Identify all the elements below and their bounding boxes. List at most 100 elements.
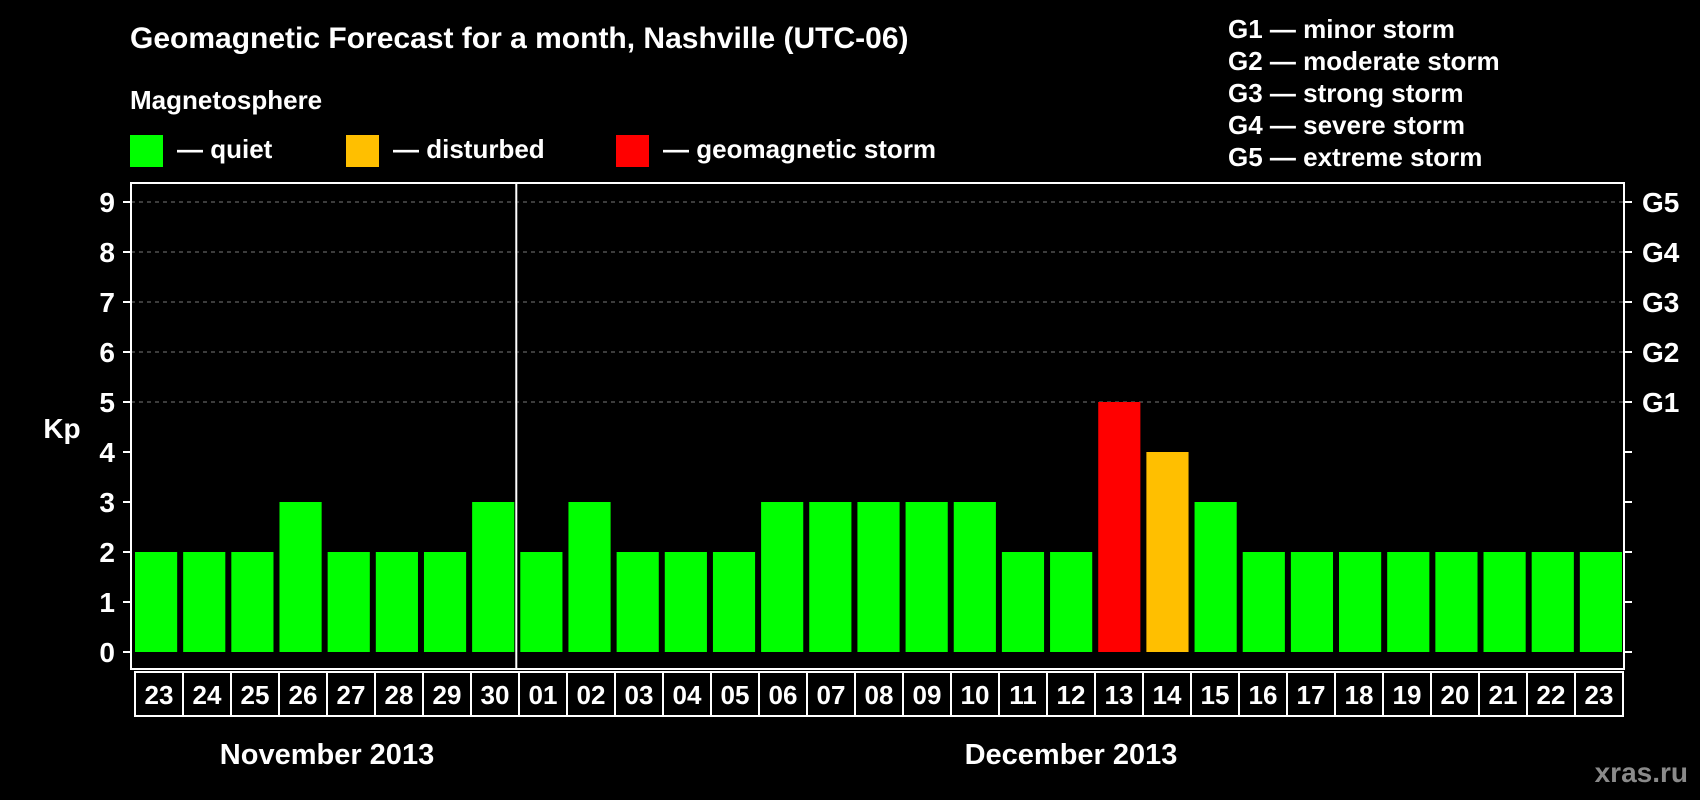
day-label: 20 xyxy=(1441,680,1470,710)
day-labels: 23 24 25 26 27 28 29 30 01 02 03 04 05 06 07 08 09 10 11 12… xyxy=(134,671,1624,717)
bar-day-19 xyxy=(1387,552,1430,652)
day-label: 23 xyxy=(1585,680,1614,710)
storm-scale-g4: G4 — severe storm xyxy=(1228,110,1465,140)
g-scale-label: G4 xyxy=(1642,237,1680,268)
bar-day-27 xyxy=(327,552,370,652)
bar-day-16 xyxy=(1242,552,1285,652)
day-label: 02 xyxy=(577,680,606,710)
legend: — quiet — disturbed — geomagnetic storm xyxy=(130,134,936,167)
y-ticks: 0 1 2 3 4 5 6 7 8 9 xyxy=(99,187,1632,668)
legend-heading: Magnetosphere xyxy=(130,85,322,115)
day-label: 11 xyxy=(1009,680,1037,710)
bar-day-14 xyxy=(1146,452,1189,652)
bar-day-10 xyxy=(953,502,996,652)
bar-day-02 xyxy=(568,502,611,652)
bar-day-18 xyxy=(1339,552,1382,652)
bar-day-13 xyxy=(1098,402,1141,652)
bar-day-05 xyxy=(712,552,756,652)
storm-scale-g5: G5 — extreme storm xyxy=(1228,142,1482,172)
bar-day-23 xyxy=(1579,552,1622,652)
day-label: 30 xyxy=(481,680,510,710)
legend-label-quiet: — quiet xyxy=(177,134,273,164)
bar-day-22 xyxy=(1531,552,1574,652)
day-label: 09 xyxy=(913,680,942,710)
watermark: xras.ru xyxy=(1595,757,1688,788)
month-label: December 2013 xyxy=(965,739,1178,771)
storm-scale-g2: G2 — moderate storm xyxy=(1228,46,1500,76)
bar-day-09 xyxy=(905,502,948,652)
bar-day-03 xyxy=(616,552,659,652)
day-label: 16 xyxy=(1249,680,1278,710)
storm-scale-g3: G3 — strong storm xyxy=(1228,78,1463,108)
bar-day-20 xyxy=(1435,552,1478,652)
day-label: 18 xyxy=(1345,680,1374,710)
legend-label-disturbed: — disturbed xyxy=(393,134,545,164)
day-label: 10 xyxy=(961,680,990,710)
bar-day-21 xyxy=(1483,552,1526,652)
day-label: 26 xyxy=(289,680,318,710)
legend-label-storm: — geomagnetic storm xyxy=(663,134,936,164)
day-label: 19 xyxy=(1393,680,1422,710)
day-label: 24 xyxy=(193,680,222,710)
chart-title: Geomagnetic Forecast for a month, Nashvi… xyxy=(130,22,909,55)
day-label: 03 xyxy=(625,680,654,710)
plot-frame xyxy=(130,182,1625,670)
day-label: 27 xyxy=(337,680,366,710)
g-scale-ticks: G1 G2 G3 G4 G5 xyxy=(1642,187,1680,418)
grid-lines xyxy=(131,201,1624,403)
day-label: 01 xyxy=(529,680,558,710)
bar-day-06 xyxy=(761,502,804,652)
legend-swatch-quiet xyxy=(130,135,163,167)
bar-day-24 xyxy=(183,552,226,652)
month-label: November 2013 xyxy=(220,739,434,771)
legend-swatch-storm xyxy=(616,135,649,167)
y-tick-label: 1 xyxy=(99,587,115,618)
y-tick-label: 6 xyxy=(99,337,115,368)
bar-day-26 xyxy=(279,502,322,652)
day-label: 08 xyxy=(865,680,894,710)
bar-day-07 xyxy=(809,502,852,652)
day-cell xyxy=(1574,671,1624,717)
day-label: 13 xyxy=(1105,680,1134,710)
bar-day-30 xyxy=(472,502,515,652)
bar-day-29 xyxy=(423,552,467,652)
g-scale-label: G2 xyxy=(1642,337,1679,368)
y-tick-label: 3 xyxy=(99,487,115,518)
day-label: 14 xyxy=(1153,680,1182,710)
day-label: 23 xyxy=(145,680,174,710)
day-label: 12 xyxy=(1057,680,1086,710)
g-scale-label: G3 xyxy=(1642,287,1679,318)
day-label: 21 xyxy=(1489,680,1518,710)
y-tick-label: 8 xyxy=(99,237,115,268)
bar-day-25 xyxy=(231,552,274,652)
plot-border xyxy=(130,182,1625,670)
day-label: 06 xyxy=(769,680,798,710)
day-label: 05 xyxy=(721,680,750,710)
day-label: 04 xyxy=(673,680,702,710)
day-label: 15 xyxy=(1201,680,1230,710)
storm-scale: G1 — minor storm G2 — moderate storm G3 … xyxy=(1228,14,1500,172)
bar-day-01 xyxy=(520,552,563,652)
day-label: 22 xyxy=(1537,680,1566,710)
bars xyxy=(135,402,1622,652)
y-tick-label: 4 xyxy=(99,437,115,468)
y-tick-label: 9 xyxy=(99,187,115,218)
day-label: 25 xyxy=(241,680,270,710)
y-tick-label: 5 xyxy=(99,387,115,418)
g-scale-label: G1 xyxy=(1642,387,1679,418)
y-tick-label: 0 xyxy=(99,637,115,668)
storm-scale-g1: G1 — minor storm xyxy=(1228,14,1455,44)
month-labels: November 2013 December 2013 xyxy=(220,739,1178,771)
day-label: 17 xyxy=(1297,680,1326,710)
bar-day-28 xyxy=(375,552,418,652)
day-label: 29 xyxy=(433,680,462,710)
y-axis-label: Kp xyxy=(43,413,80,444)
bar-day-23 xyxy=(135,552,178,652)
bar-day-12 xyxy=(1050,552,1093,652)
bar-day-08 xyxy=(857,502,900,652)
bar-day-11 xyxy=(1001,552,1045,652)
day-label: 07 xyxy=(817,680,846,710)
bar-day-17 xyxy=(1290,552,1334,652)
y-tick-label: 7 xyxy=(99,287,115,318)
